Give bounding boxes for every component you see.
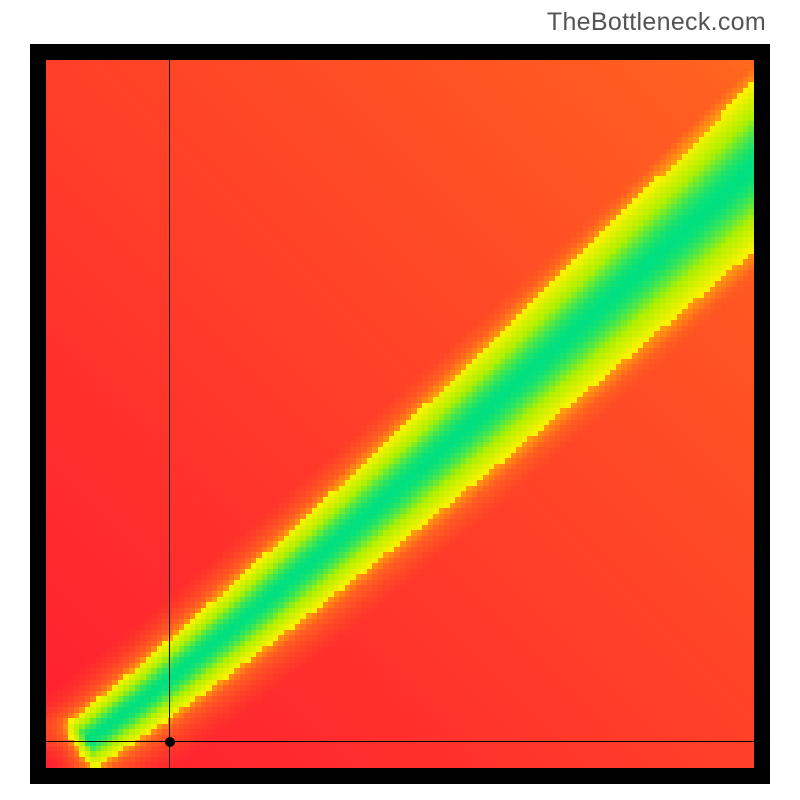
crosshair-dot bbox=[165, 737, 175, 747]
attribution-text: TheBottleneck.com bbox=[547, 8, 766, 37]
heatmap-canvas bbox=[30, 44, 770, 784]
crosshair-horizontal bbox=[46, 741, 754, 742]
crosshair-vertical bbox=[169, 60, 170, 768]
heatmap-frame bbox=[30, 44, 770, 784]
root: TheBottleneck.com bbox=[0, 0, 800, 800]
